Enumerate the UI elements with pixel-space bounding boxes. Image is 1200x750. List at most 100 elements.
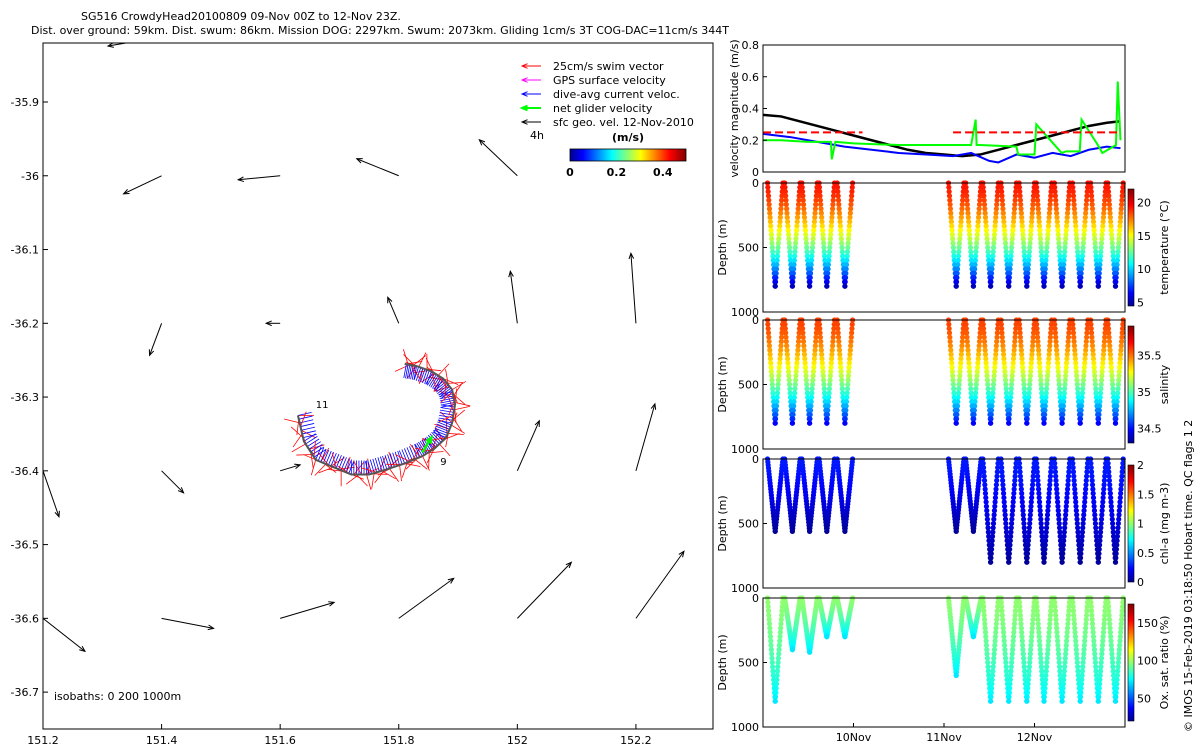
profile-point [988, 412, 994, 418]
profile-point [1105, 604, 1112, 610]
current-vector [301, 426, 316, 431]
profile-point [1084, 612, 1090, 618]
geo-vector [280, 601, 336, 619]
profile-point [768, 223, 774, 229]
figure-subtitle: Dist. over ground: 59km. Dist. swum: 86k… [31, 24, 729, 37]
current-vector [440, 389, 453, 399]
profile-point [767, 214, 773, 220]
swim-vector [291, 443, 306, 453]
geo-vector [398, 577, 455, 619]
profile-point [817, 330, 823, 336]
profile-point [769, 377, 775, 383]
profile-point [1002, 508, 1008, 514]
swim-vector [451, 381, 467, 391]
current-vector [409, 446, 416, 460]
profile-point [842, 275, 849, 281]
profile-point [830, 330, 837, 336]
profile-point [1119, 330, 1125, 336]
profile-point [1097, 262, 1103, 268]
profile-point [1043, 394, 1049, 400]
profile-point [1053, 343, 1059, 349]
profile-point [973, 390, 979, 396]
profile-point [1089, 616, 1095, 623]
profile-point [985, 525, 991, 531]
profile-point [1010, 495, 1017, 501]
swim-vector [313, 441, 316, 458]
profile-point [994, 477, 1000, 484]
profile-point [786, 236, 792, 242]
profile-point [959, 347, 965, 353]
profile-point [1038, 520, 1044, 527]
profile-point [1065, 201, 1071, 208]
profile-point [782, 321, 788, 327]
profile-point [839, 249, 845, 255]
profile-point [787, 390, 793, 396]
profile-point [1036, 219, 1042, 225]
profile-point [1110, 390, 1116, 396]
profile-point [1106, 193, 1112, 199]
swim-vector [453, 382, 463, 397]
profile-point [1090, 625, 1096, 631]
profile-point [773, 407, 779, 413]
profile-point [1093, 533, 1099, 540]
profile-point [1009, 655, 1015, 661]
profile-point [777, 219, 783, 225]
current-vector [415, 367, 422, 381]
geo-vector [508, 270, 518, 324]
profile-point [975, 360, 981, 366]
profile-point [1020, 512, 1026, 518]
current-vector [438, 391, 453, 395]
profile-point [843, 262, 850, 268]
profile-point [1098, 516, 1105, 522]
profile-point [765, 193, 772, 199]
profile-point [984, 373, 990, 379]
profile-point [812, 210, 818, 216]
figure-title: SG516 CrowdyHead20100809 09-Nov 00Z to 1… [81, 10, 401, 23]
profile-point [1108, 495, 1114, 501]
profile-point [1009, 516, 1015, 522]
profile-point [1000, 351, 1007, 357]
profile-point [960, 197, 966, 203]
profile-point [1045, 227, 1051, 233]
profile-point [826, 257, 832, 263]
profile-point [983, 638, 989, 644]
profile-point [1063, 508, 1069, 514]
profile-point [1117, 227, 1123, 233]
profile-point [1113, 555, 1119, 561]
profile-point [1079, 394, 1085, 400]
profile-point [984, 508, 990, 514]
profile-point [803, 240, 810, 246]
profile-point [1082, 214, 1088, 220]
profile-point [1106, 477, 1113, 484]
current-vector [322, 449, 330, 464]
profile-point [1002, 651, 1008, 657]
profile-point [992, 499, 998, 505]
current-vector [434, 427, 449, 434]
profile-point [1044, 236, 1051, 242]
profile-point [1057, 394, 1063, 400]
profile-point [795, 338, 802, 345]
profile-point [1080, 659, 1086, 666]
profile-point [1082, 499, 1088, 505]
profile-point [1041, 555, 1047, 561]
profile-point [1046, 219, 1052, 225]
profile-point [1017, 608, 1023, 614]
profile-point [1019, 360, 1025, 366]
profile-point [767, 625, 773, 631]
profile-point [1089, 621, 1096, 627]
profile-point [1088, 321, 1094, 327]
colorbar-tick-label: 1.5 [1137, 488, 1155, 501]
profile-point [1075, 664, 1081, 670]
profile-point [1100, 638, 1106, 644]
profile-point [974, 232, 980, 238]
profile-point [1034, 321, 1040, 327]
profile-point [1081, 369, 1087, 375]
profile-point [1034, 465, 1040, 471]
profile-point [1001, 503, 1008, 509]
swim-vector [440, 411, 453, 424]
profile-point [789, 647, 796, 653]
profile-point [1060, 546, 1066, 552]
profile-point [990, 244, 997, 251]
swim-vector [430, 437, 447, 441]
